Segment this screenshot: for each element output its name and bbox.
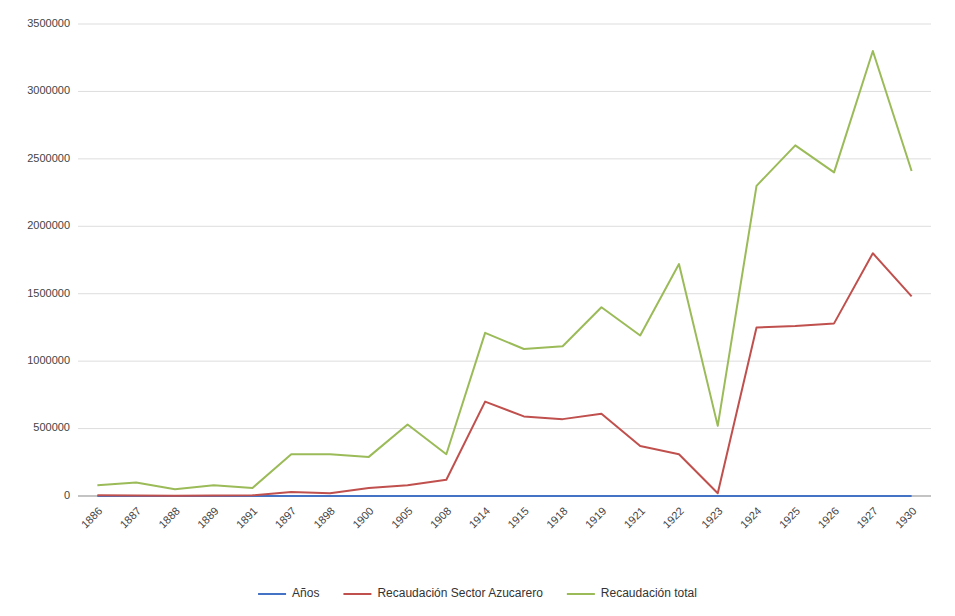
x-tick-label: 1925 xyxy=(777,505,803,531)
lines xyxy=(97,51,911,496)
x-tick-label: 1889 xyxy=(195,505,221,531)
grid-line xyxy=(78,226,931,227)
x-tick-label: 1927 xyxy=(854,505,880,531)
x-tick-label: 1908 xyxy=(428,505,454,531)
x-tick-label: 1924 xyxy=(738,505,764,531)
legend: Años Recaudación Sector Azucarero Recaudac… xyxy=(258,586,697,600)
x-tick-label: 1918 xyxy=(544,505,570,531)
x-tick-label: 1930 xyxy=(893,505,919,531)
x-tick-label: 1905 xyxy=(389,505,415,531)
y-tick-label: 0 xyxy=(64,489,70,501)
grid-line xyxy=(78,428,931,429)
x-tick-label: 1923 xyxy=(699,505,725,531)
x-tick-label: 1919 xyxy=(583,505,609,531)
series-line xyxy=(97,253,911,495)
legend-swatch xyxy=(343,593,371,595)
x-tick-label: 1887 xyxy=(117,505,143,531)
x-tick-label: 1914 xyxy=(466,505,492,531)
y-tick-label: 3000000 xyxy=(27,84,70,96)
y-tick-label: 2000000 xyxy=(27,219,70,231)
x-tick-label: 1888 xyxy=(156,505,182,531)
grid-line xyxy=(78,158,931,159)
x-tick-label: 1897 xyxy=(273,505,299,531)
x-tick-label: 1891 xyxy=(234,505,260,531)
x-tick-label: 1900 xyxy=(350,505,376,531)
chart: 0 500000 1000000 1500000 2000000 2500000 30000… xyxy=(0,0,955,616)
y-tick-label: 500000 xyxy=(33,421,70,433)
series-line xyxy=(97,51,911,489)
grid xyxy=(78,24,931,496)
chart-container: 0 500000 1000000 1500000 2000000 2500000 30000… xyxy=(0,0,955,616)
y-tick-label: 1500000 xyxy=(27,287,70,299)
legend-swatch xyxy=(258,593,286,595)
x-tick-label: 1915 xyxy=(505,505,531,531)
grid-line xyxy=(78,91,931,92)
y-tick-label: 2500000 xyxy=(27,152,70,164)
legend-label: Recaudación total xyxy=(601,586,697,600)
y-tick-label: 1000000 xyxy=(27,354,70,366)
y-tick-label: 3500000 xyxy=(27,17,70,29)
grid-line xyxy=(78,361,931,362)
legend-label: Recaudación Sector Azucarero xyxy=(377,586,543,600)
grid-line xyxy=(78,24,931,25)
legend-label: Años xyxy=(292,586,319,600)
legend-swatch xyxy=(567,593,595,595)
x-tick-label: 1898 xyxy=(311,505,337,531)
x-tick-label: 1926 xyxy=(815,505,841,531)
x-tick-label: 1886 xyxy=(79,505,105,531)
x-tick-label: 1922 xyxy=(660,505,686,531)
grid-line xyxy=(78,293,931,294)
x-tick-label: 1921 xyxy=(621,505,647,531)
